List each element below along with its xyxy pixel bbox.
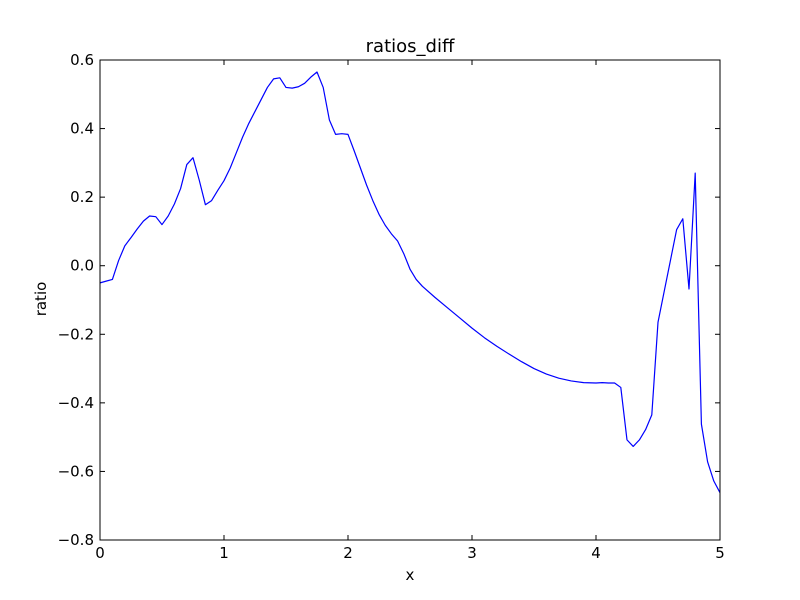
plot-frame <box>99 59 721 541</box>
x-tick-label: 0 <box>95 544 105 562</box>
y-tick-label: 0.4 <box>70 120 94 138</box>
x-tick-label: 3 <box>467 544 477 562</box>
y-axis-label: ratio <box>32 282 50 317</box>
series-line-0 <box>99 71 721 493</box>
y-tick-label: −0.4 <box>58 394 94 412</box>
x-axis-label: x <box>406 566 415 584</box>
x-tick-label: 1 <box>219 544 229 562</box>
chart-title: ratios_diff <box>366 36 455 57</box>
y-tick-label: −0.2 <box>58 325 94 343</box>
y-tick-label: −0.8 <box>58 531 94 549</box>
series-layer <box>99 71 721 493</box>
plot-area: 0 1 2 3 4 5 −0.8 −0.6 −0.4 −0.2 0.0 0.2 0.4 0.6 <box>58 51 725 562</box>
y-tick-label: 0.2 <box>70 188 94 206</box>
x-tick-label: 2 <box>343 544 353 562</box>
y-tick-label: 0.0 <box>70 257 94 275</box>
y-tick-label: 0.6 <box>70 51 94 69</box>
y-tick-label: −0.6 <box>58 462 94 480</box>
x-tick-label: 4 <box>591 544 601 562</box>
x-tick-label: 5 <box>715 544 725 562</box>
ticks-layer: 0 1 2 3 4 5 −0.8 −0.6 −0.4 −0.2 0.0 0.2 0.4 0.6 <box>58 51 725 562</box>
